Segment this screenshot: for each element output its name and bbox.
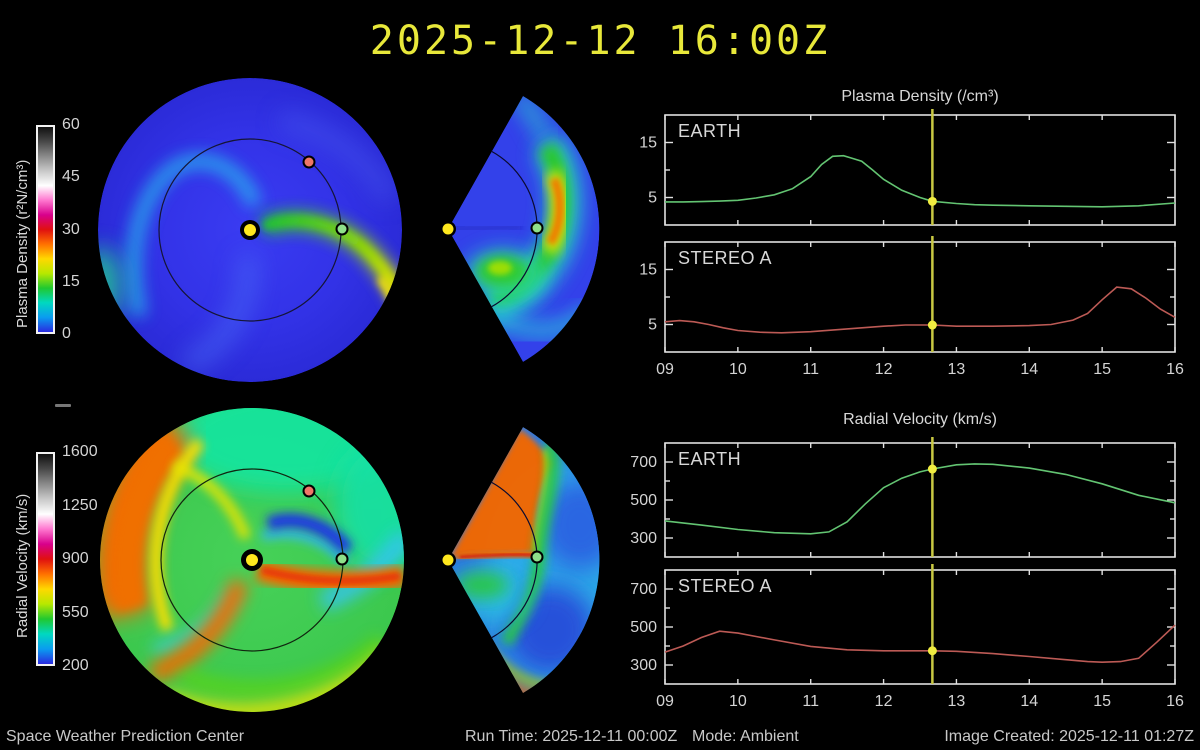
svg-text:700: 700 [630, 581, 657, 598]
density-colorbar-label: Plasma Density (r²N/cm³) [14, 159, 31, 328]
svg-text:16: 16 [1166, 361, 1184, 378]
svg-text:10: 10 [729, 693, 747, 710]
colorbar-tick: 550 [62, 603, 89, 621]
colorbar-tick: 1600 [62, 443, 98, 460]
stereo-a-marker [302, 484, 316, 498]
velocity-earth-plot: 300 500 700 [630, 437, 1176, 557]
density-stereo-panel: 09 10 11 12 13 14 15 16 5 15 STEREO A [639, 236, 1184, 378]
dash-artifact [55, 404, 71, 407]
svg-text:10: 10 [729, 361, 747, 378]
sun-marker [240, 220, 260, 240]
footer-mode: Mode: Ambient [692, 728, 799, 745]
earth-marker [530, 550, 544, 564]
svg-text:13: 13 [948, 361, 966, 378]
colorbar-tick: 0 [62, 325, 71, 342]
velocity-colorbar-label: Radial Velocity (km/s) [14, 493, 31, 638]
plot-frame [664, 442, 1176, 558]
velocity-stereo-panel: 09 10 11 12 13 14 15 16 300 500 700 STEREO A [630, 564, 1184, 710]
svg-text:12: 12 [875, 693, 893, 710]
sun-marker [440, 552, 456, 568]
svg-text:500: 500 [630, 492, 657, 509]
svg-text:300: 300 [630, 657, 657, 674]
plot-series-label: EARTH [678, 449, 741, 469]
velocity-wedge-field [448, 427, 600, 693]
svg-text:500: 500 [630, 619, 657, 636]
sun-marker [440, 221, 456, 237]
svg-text:14: 14 [1020, 693, 1038, 710]
colorbar-tick: 45 [62, 168, 80, 186]
velocity-colorbar-ticks: 1600 1250 900 550 200 [62, 443, 98, 675]
svg-text:13: 13 [948, 693, 966, 710]
colorbar-tick: 1250 [62, 496, 98, 514]
svg-text:5: 5 [648, 317, 657, 334]
svg-text:09: 09 [656, 693, 674, 710]
footer-run-time: Run Time: 2025-12-11 00:00Z [465, 728, 678, 745]
svg-text:15: 15 [1093, 361, 1111, 378]
footer-created: Image Created: 2025-12-11 01:27Z [944, 728, 1194, 745]
density-wedge-field [448, 96, 600, 362]
footer-org: Space Weather Prediction Center [6, 728, 245, 745]
plot-series-label: EARTH [678, 121, 741, 141]
density-group-title: Plasma Density (/cm³) [841, 88, 999, 105]
density-colorbar-ticks: 60 45 30 15 0 [62, 116, 80, 343]
svg-text:15: 15 [639, 135, 657, 152]
velocity-polar-field [100, 408, 404, 712]
density-colorbar-gradient [36, 125, 55, 334]
page-title: 2025-12-12 16:00Z [369, 18, 831, 64]
svg-text:15: 15 [639, 262, 657, 279]
colorbar-tick: 900 [62, 550, 89, 567]
colorbar-tick: 60 [62, 116, 80, 133]
svg-text:09: 09 [656, 361, 674, 378]
velocity-earth-panel: 300 500 700 EARTH [630, 437, 1176, 558]
density-earth-panel: 5 15 EARTH [639, 109, 1176, 226]
density-polar-map [98, 78, 402, 382]
svg-text:700: 700 [630, 454, 657, 471]
velocity-group-title: Radial Velocity (km/s) [843, 411, 997, 428]
density-stereo-plot: 09 10 11 12 13 14 15 16 5 15 [639, 236, 1184, 378]
colorbar-tick: 200 [62, 657, 89, 674]
earth-marker [530, 221, 544, 235]
colorbar-tick: 15 [62, 272, 80, 290]
svg-text:16: 16 [1166, 693, 1184, 710]
svg-text:300: 300 [630, 530, 657, 547]
earth-marker [335, 552, 349, 566]
density-meridional-map [440, 96, 600, 362]
svg-text:15: 15 [1093, 693, 1111, 710]
density-earth-plot: 5 15 [639, 109, 1176, 225]
svg-text:5: 5 [648, 190, 657, 207]
velocity-polar-map [100, 408, 404, 712]
earth-marker [335, 222, 349, 236]
stereo-a-marker [302, 155, 316, 169]
colorbar-tick: 30 [62, 220, 80, 238]
plot-series-label: STEREO A [678, 576, 772, 596]
svg-text:11: 11 [802, 693, 819, 710]
svg-text:14: 14 [1020, 361, 1038, 378]
velocity-meridional-map [440, 427, 600, 693]
sun-marker [241, 549, 263, 571]
velocity-colorbar-gradient [36, 452, 55, 666]
plot-frame [664, 114, 1176, 226]
velocity-stereo-plot: 09 10 11 12 13 14 15 16 300 500 700 [630, 564, 1184, 710]
svg-text:11: 11 [802, 361, 819, 378]
svg-text:12: 12 [875, 361, 893, 378]
plot-series-label: STEREO A [678, 248, 772, 268]
